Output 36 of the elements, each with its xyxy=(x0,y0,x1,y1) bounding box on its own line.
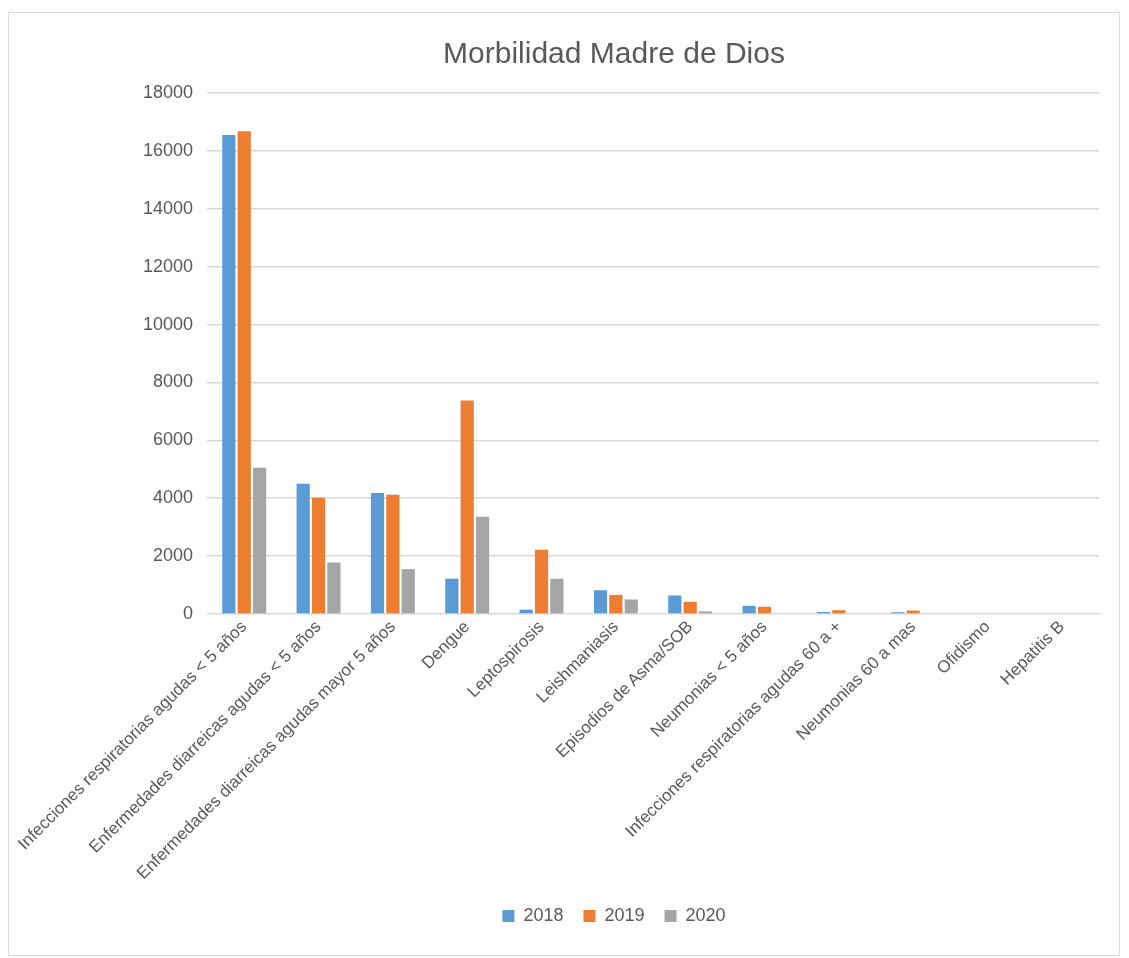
bar xyxy=(742,605,756,614)
bar xyxy=(624,599,638,614)
y-tick-label: 14000 xyxy=(142,197,194,218)
bar xyxy=(550,578,564,614)
bar xyxy=(237,131,251,614)
bar xyxy=(445,578,459,614)
chart-title: Morbilidad Madre de Dios xyxy=(443,36,785,70)
bar xyxy=(609,594,623,614)
bar xyxy=(222,134,236,614)
bar xyxy=(593,590,608,614)
y-tick-label: 8000 xyxy=(153,371,194,392)
y-tick-label: 0 xyxy=(183,602,194,623)
bar xyxy=(327,562,341,614)
bar xyxy=(475,516,490,614)
y-tick-label: 16000 xyxy=(142,139,194,160)
bar xyxy=(832,610,846,614)
bar xyxy=(683,601,697,614)
bar xyxy=(534,549,549,614)
bar xyxy=(668,595,682,614)
y-tick-label: 10000 xyxy=(142,313,194,334)
bar xyxy=(252,467,267,614)
y-tick-label: 2000 xyxy=(153,545,194,566)
y-tick-label: 12000 xyxy=(142,255,194,276)
legend-label: 2018 xyxy=(523,904,564,925)
legend-label: 2020 xyxy=(685,904,726,925)
legend-label: 2019 xyxy=(604,904,645,925)
y-tick-label: 4000 xyxy=(153,487,194,508)
y-tick-label: 6000 xyxy=(153,429,194,450)
bar xyxy=(370,493,385,614)
bar xyxy=(386,494,400,614)
bar xyxy=(296,483,310,614)
bar xyxy=(460,400,474,614)
bar xyxy=(311,497,326,614)
y-tick-label: 18000 xyxy=(142,81,194,102)
bar xyxy=(757,606,772,614)
bar xyxy=(401,569,415,614)
